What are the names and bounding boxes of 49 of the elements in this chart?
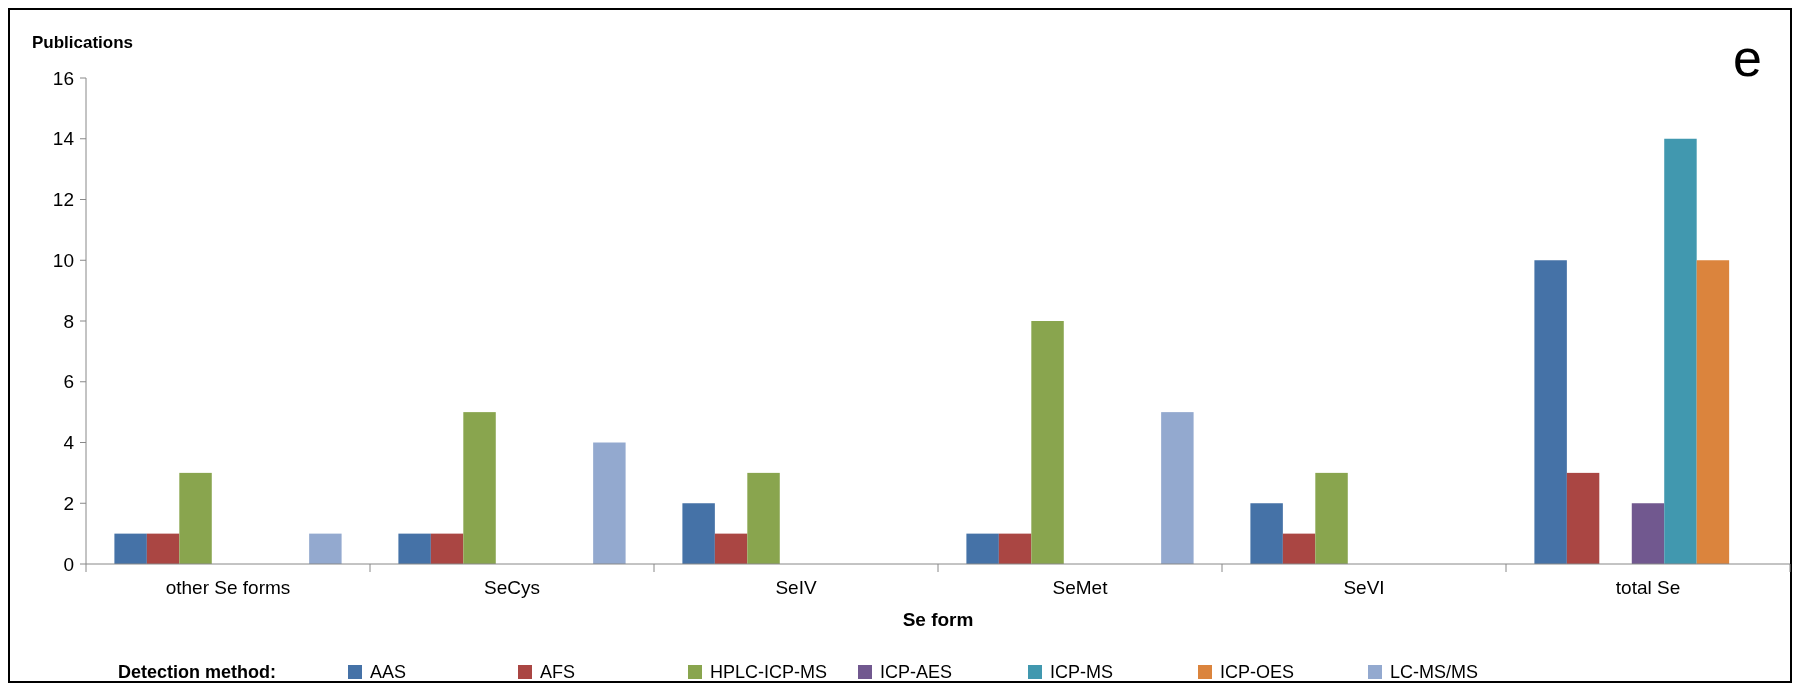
bar <box>966 533 999 564</box>
y-tick-label: 6 <box>63 371 74 393</box>
x-tick-label: SeVI <box>1343 577 1385 598</box>
x-tick-label: SeMet <box>1052 577 1109 598</box>
bar <box>309 533 342 564</box>
x-tick-label: other Se forms <box>165 577 291 598</box>
bar <box>1282 533 1316 564</box>
bar <box>1664 138 1697 564</box>
bar <box>1534 260 1567 564</box>
y-tick-label: 8 <box>63 310 74 332</box>
legend-label: ICP-AES <box>880 662 953 683</box>
x-tick-label: SeIV <box>775 577 817 598</box>
bar <box>179 472 212 564</box>
x-axis-title: Se form <box>902 609 974 630</box>
bar <box>1631 503 1665 564</box>
bar <box>463 412 496 564</box>
bar <box>1696 260 1730 564</box>
bar <box>1161 412 1194 564</box>
legend-title: Detection method: <box>118 662 277 683</box>
legend-label: AAS <box>370 662 407 683</box>
y-tick-label: 0 <box>63 553 74 575</box>
x-tick-label: total Se <box>1615 577 1681 598</box>
bar <box>747 472 780 564</box>
legend-label: LC-MS/MS <box>1390 662 1479 683</box>
bar <box>998 533 1032 564</box>
bar <box>398 533 431 564</box>
bar <box>1315 472 1348 564</box>
annotation: e <box>1733 29 1762 87</box>
legend-label: ICP-MS <box>1050 662 1113 683</box>
bar <box>114 533 147 564</box>
bar <box>714 533 748 564</box>
bar <box>1566 472 1600 564</box>
legend-label: ICP-OES <box>1220 662 1295 683</box>
y-tick-label: 4 <box>63 432 75 454</box>
legend-label: HPLC-ICP-MS <box>710 662 828 683</box>
y-tick-label: 10 <box>52 249 74 271</box>
bar <box>1250 503 1283 564</box>
legend-label: AFS <box>540 662 576 683</box>
y-tick-label: 16 <box>52 67 74 89</box>
bar <box>430 533 464 564</box>
x-tick-label: SeCys <box>484 577 540 598</box>
bar <box>146 533 180 564</box>
y-tick-label: 14 <box>52 128 75 150</box>
y-axis-title: Publications <box>32 33 134 52</box>
bar <box>1031 321 1064 564</box>
y-tick-label: 2 <box>63 492 74 514</box>
bar <box>682 503 715 564</box>
bar <box>593 442 626 564</box>
y-tick-label: 12 <box>52 189 74 211</box>
